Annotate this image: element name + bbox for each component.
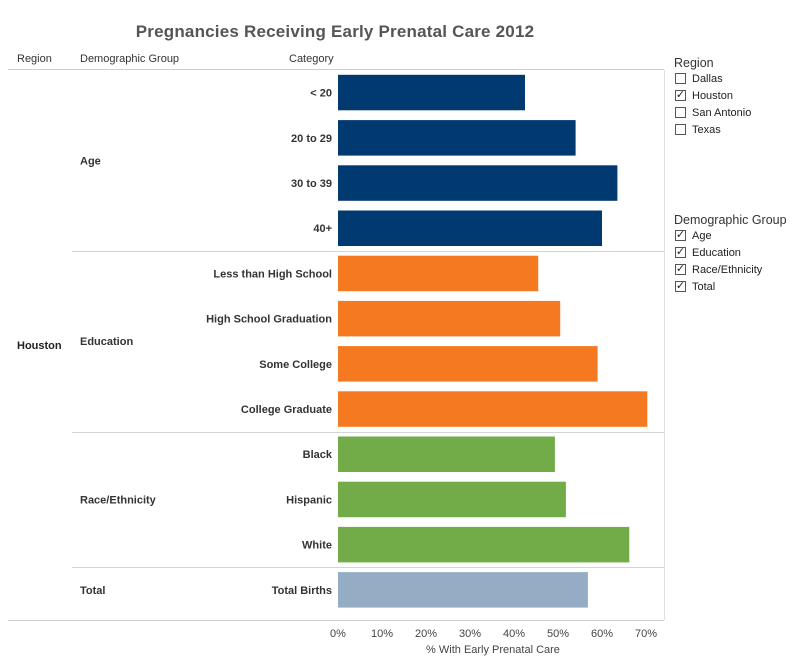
checked-checkbox-icon[interactable]: ✓	[675, 89, 686, 101]
group-label: Education	[80, 336, 133, 348]
group-label: Total	[80, 585, 105, 597]
filter-option-texas[interactable]: Texas	[675, 122, 721, 137]
category-label: Hispanic	[286, 494, 332, 506]
bar-black[interactable]	[338, 436, 555, 473]
category-label: Less than High School	[213, 268, 332, 280]
checkbox-icon[interactable]	[675, 124, 686, 135]
bar--20[interactable]	[338, 74, 525, 111]
x-tick-label: 30%	[459, 628, 481, 640]
checked-checkbox-icon[interactable]: ✓	[675, 280, 686, 292]
checked-checkbox-icon[interactable]: ✓	[675, 263, 686, 275]
category-label: 20 to 29	[291, 133, 332, 145]
x-axis-label: % With Early Prenatal Care	[426, 644, 560, 656]
category-label: < 20	[310, 88, 332, 100]
x-tick-label: 40%	[503, 628, 525, 640]
bar-total-births[interactable]	[338, 572, 588, 608]
bar-chart: 0% 10% 20% 30% 40% 50% 60% 70% % With Early Pren…	[8, 69, 665, 656]
filter-option-label: Dallas	[692, 72, 723, 85]
bar-some-college[interactable]	[338, 346, 598, 382]
bar-40-[interactable]	[338, 210, 602, 247]
filter-option-label: Houston	[692, 89, 733, 102]
group-label: Age	[80, 155, 101, 167]
filter-option-age[interactable]: ✓ Age	[675, 228, 712, 243]
checked-checkbox-icon[interactable]: ✓	[675, 229, 686, 241]
filter-option-san-antonio[interactable]: San Antonio	[675, 105, 751, 120]
bar-30-to-39[interactable]	[338, 165, 618, 201]
category-label: 40+	[313, 223, 332, 235]
category-label: College Graduate	[241, 404, 332, 416]
demographic-group-column-header: Demographic Group	[80, 53, 180, 65]
bar-less-than-high-school[interactable]	[338, 255, 539, 292]
x-tick-label: 20%	[415, 628, 437, 640]
x-tick-label: 0%	[330, 628, 346, 640]
category-label: White	[302, 540, 332, 552]
category-label: Some College	[259, 359, 332, 371]
category-column-header: Category	[289, 53, 334, 65]
group-label: Race/Ethnicity	[80, 494, 157, 506]
checkbox-icon[interactable]	[675, 107, 686, 118]
bar-white[interactable]	[338, 526, 630, 563]
checked-checkbox-icon[interactable]: ✓	[675, 246, 686, 258]
x-tick-label: 70%	[635, 628, 657, 640]
chart-title: Pregnancies Receiving Early Prenatal Car…	[135, 22, 535, 41]
filter-option-label: Age	[692, 229, 712, 242]
x-tick-label: 10%	[371, 628, 393, 640]
filter-option-dallas[interactable]: Dallas	[675, 71, 723, 86]
filter-option-education[interactable]: ✓ Education	[675, 245, 741, 260]
x-tick-label: 50%	[547, 628, 569, 640]
category-label: Black	[303, 449, 333, 461]
category-label: High School Graduation	[206, 314, 332, 326]
filter-option-label: Total	[692, 280, 716, 293]
filter-option-race-ethnicity[interactable]: ✓ Race/Ethnicity	[675, 262, 762, 277]
bar-20-to-29[interactable]	[338, 120, 576, 156]
bar-hispanic[interactable]	[338, 481, 566, 518]
region-column-header: Region	[17, 53, 52, 65]
filter-title: Region	[674, 56, 714, 70]
bar-high-school-graduation[interactable]	[338, 300, 561, 337]
filter-option-label: Race/Ethnicity	[692, 263, 763, 276]
category-label: Total Births	[272, 585, 332, 597]
filter-option-label: Education	[692, 246, 741, 259]
filter-title: Demographic Group	[674, 213, 787, 227]
checkbox-icon[interactable]	[675, 73, 686, 84]
category-label: 30 to 39	[291, 178, 332, 190]
filter-option-houston[interactable]: ✓ Houston	[675, 88, 733, 103]
x-tick-label: 60%	[591, 628, 613, 640]
filter-option-label: Texas	[692, 123, 721, 136]
filter-option-total[interactable]: ✓ Total	[675, 279, 715, 294]
bar-college-graduate[interactable]	[338, 391, 648, 427]
filter-option-label: San Antonio	[692, 106, 752, 119]
region-label: Houston	[17, 340, 62, 352]
